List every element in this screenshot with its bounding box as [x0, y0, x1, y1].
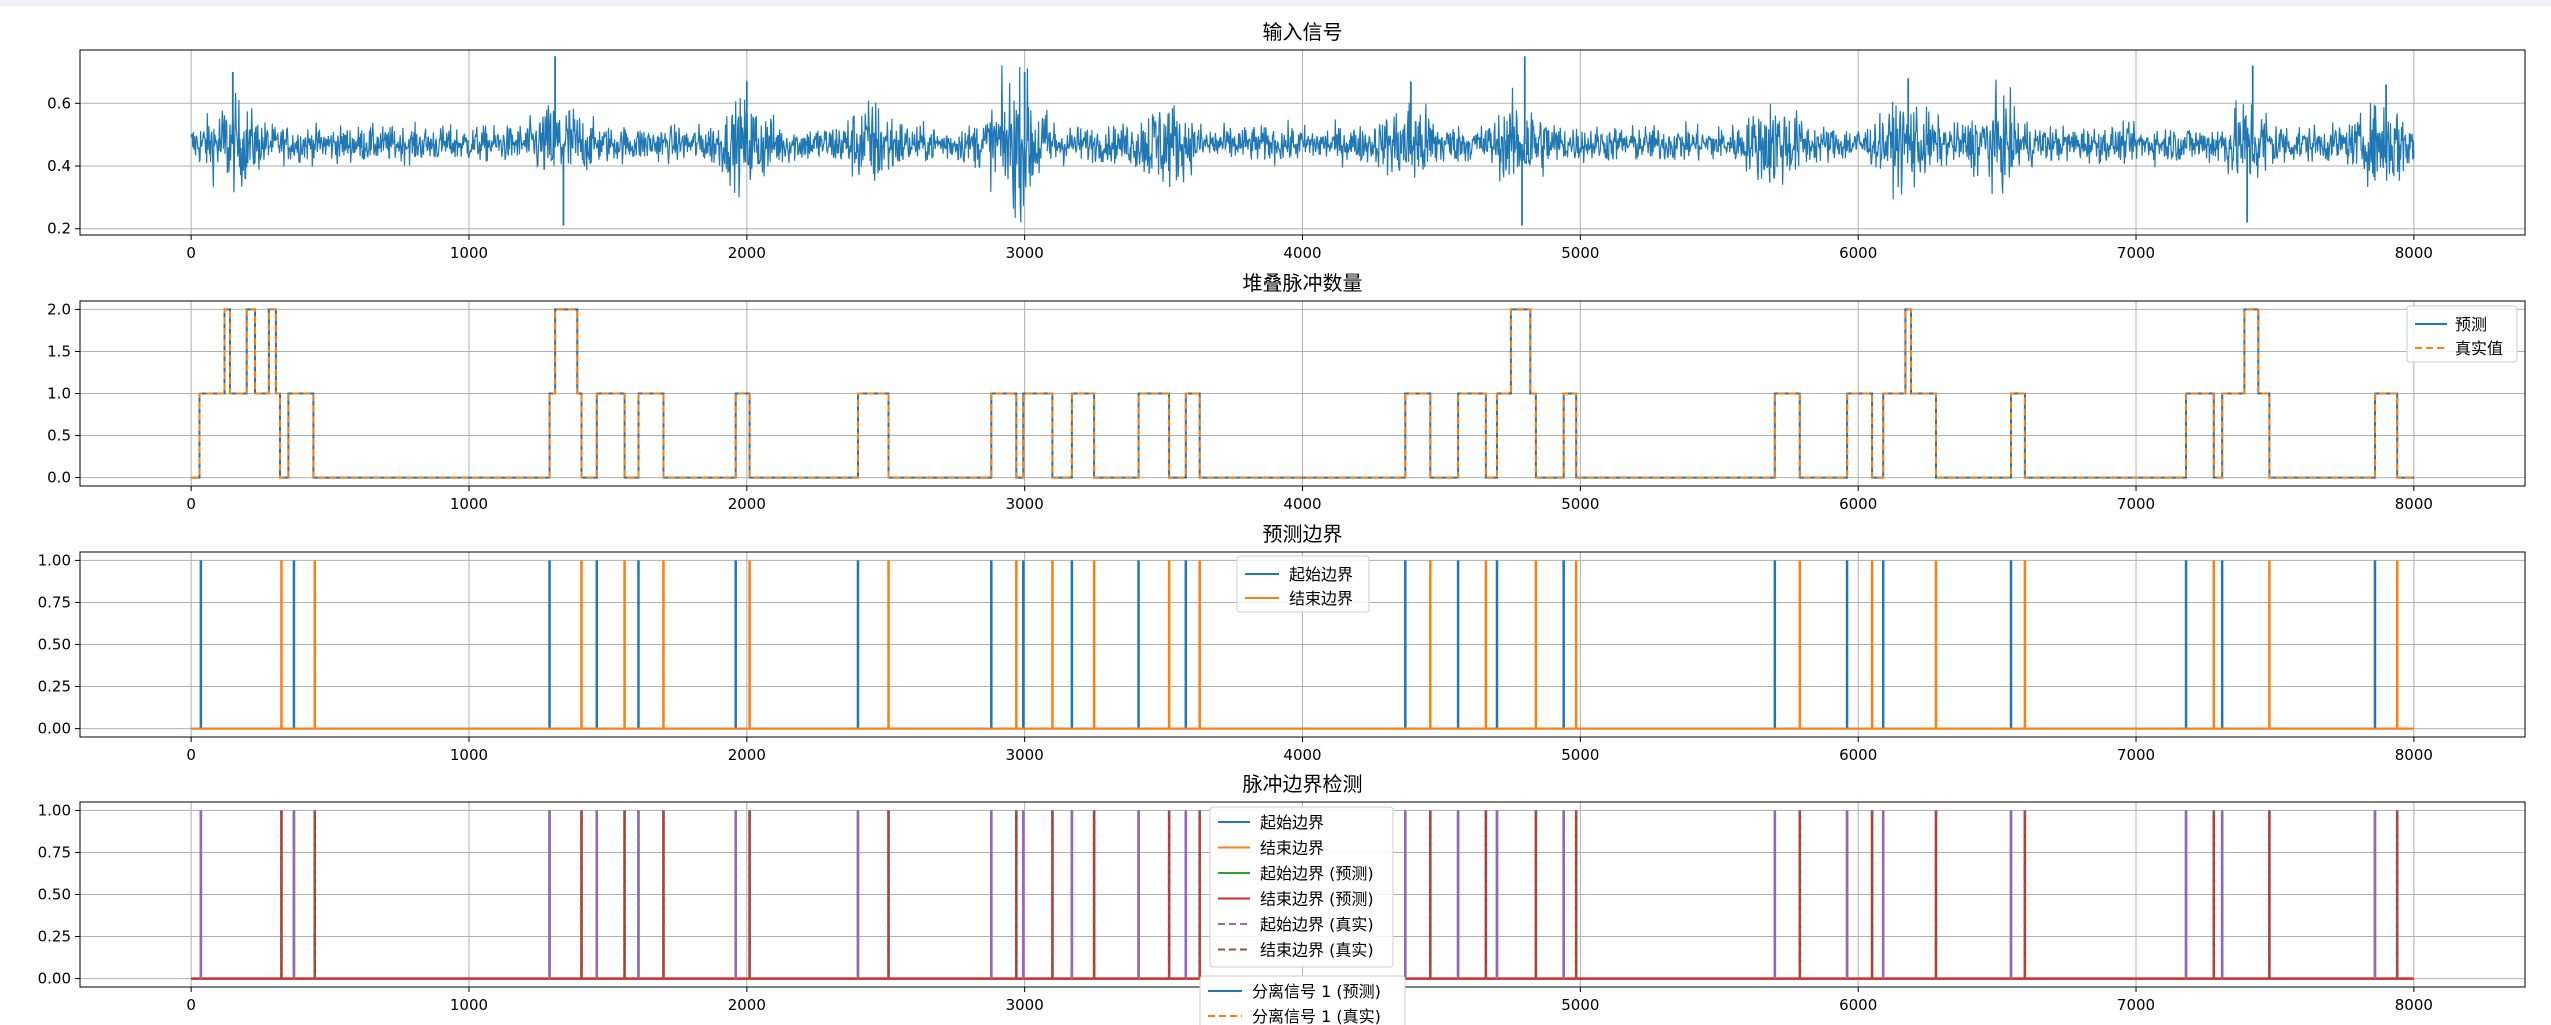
- y-tick-label: 0.00: [38, 970, 71, 988]
- panel-3: 0 1000 2000 3000 4000 5000 6000 7000 8000 0.00 0.2…: [38, 522, 2526, 764]
- legend-label: 起始边界 (预测): [1260, 864, 1374, 883]
- y-tick-label: 0.2: [47, 220, 71, 238]
- panel-1: 0 1000 2000 3000 4000 5000 6000 7000 8000 0.2 0.4 0…: [47, 20, 2526, 262]
- y-tick-label: 0.75: [38, 593, 71, 611]
- x-tick-label: 3000: [1006, 495, 1044, 513]
- y-tick-label: 0.25: [38, 928, 71, 946]
- x-tick-label: 4000: [1283, 244, 1321, 262]
- x-tick-label: 8000: [2395, 996, 2433, 1014]
- x-tick-label: 7000: [2117, 495, 2155, 513]
- x-tick-label: 2000: [728, 746, 766, 764]
- x-tick-label: 0: [186, 996, 196, 1014]
- y-tick-label: 1.5: [47, 342, 71, 360]
- x-tick-label: 8000: [2395, 746, 2433, 764]
- x-tick-label: 6000: [1839, 244, 1877, 262]
- x-tick-label: 2000: [728, 244, 766, 262]
- legend-label: 结束边界: [1260, 839, 1324, 858]
- axes-frame: [79, 300, 2526, 487]
- series-line-true: [191, 308, 2414, 479]
- y-tick-label: 1.00: [38, 801, 71, 819]
- x-tick-label: 5000: [1561, 996, 1599, 1014]
- legend-box: [1209, 806, 1394, 968]
- y-tick-label: 1.00: [38, 551, 71, 569]
- x-tick-label: 1000: [450, 746, 488, 764]
- legend-label: 结束边界 (真实): [1260, 941, 1374, 960]
- x-tick-label: 6000: [1839, 495, 1877, 513]
- x-tick-label: 6000: [1839, 996, 1877, 1014]
- x-tick-label: 7000: [2117, 746, 2155, 764]
- legend-label: 分离信号 1 (真实): [1252, 1007, 1381, 1025]
- x-tick-label: 5000: [1561, 244, 1599, 262]
- x-tick-label: 8000: [2395, 495, 2433, 513]
- y-tick-label: 0.25: [38, 678, 71, 696]
- x-tick-label: 2000: [728, 495, 766, 513]
- x-tick-label: 7000: [2117, 996, 2155, 1014]
- y-tick-label: 0.5: [47, 427, 71, 445]
- panel-title: 预测边界: [1263, 522, 1343, 546]
- panel-4: 0100020003000400050006000700080000.000.2…: [38, 772, 2526, 1025]
- signal-line: [190, 65, 2415, 223]
- y-tick-label: 0.0: [47, 469, 71, 487]
- y-tick-label: 1.0: [47, 385, 71, 403]
- y-tick-label: 0.00: [38, 720, 71, 738]
- x-tick-label: 1000: [450, 495, 488, 513]
- x-tick-label: 4000: [1283, 746, 1321, 764]
- overflow-legend-box: [1199, 975, 1406, 1025]
- x-tick-label: 2000: [728, 996, 766, 1014]
- legend-label: 起始边界: [1260, 813, 1324, 832]
- x-tick-label: 0: [186, 746, 196, 764]
- axes-frame: [79, 551, 2526, 738]
- x-tick-label: 3000: [1006, 746, 1044, 764]
- y-tick-label: 2.0: [47, 300, 71, 318]
- x-tick-label: 1000: [450, 996, 488, 1014]
- legend-label: 起始边界: [1289, 565, 1353, 584]
- legend-label: 结束边界 (预测): [1260, 890, 1374, 909]
- x-tick-label: 3000: [1006, 996, 1044, 1014]
- x-tick-label: 8000: [2395, 244, 2433, 262]
- y-tick-label: 0.4: [47, 157, 71, 175]
- x-tick-label: 1000: [450, 244, 488, 262]
- panel-title: 输入信号: [1263, 20, 1343, 44]
- panel-title: 脉冲边界检测: [1243, 772, 1363, 796]
- y-tick-label: 0.50: [38, 886, 71, 904]
- x-tick-label: 4000: [1283, 495, 1321, 513]
- window-top-bar: [0, 0, 2551, 6]
- x-tick-label: 0: [186, 495, 196, 513]
- x-tick-label: 3000: [1006, 244, 1044, 262]
- x-tick-label: 0: [186, 244, 196, 262]
- legend-label: 分离信号 1 (预测): [1252, 982, 1381, 1001]
- axes-frame: [79, 49, 2526, 236]
- legend-label: 预测: [2455, 315, 2487, 334]
- legend-box: [2406, 305, 2518, 363]
- panel-2: 0 1000 2000 3000 4000 5000 6000 7000 8000 0.0 0.5 1…: [47, 271, 2526, 513]
- y-tick-label: 0.6: [47, 94, 71, 112]
- y-tick-label: 0.50: [38, 636, 71, 654]
- legend-label: 真实值: [2455, 339, 2503, 358]
- legend-label: 结束边界: [1289, 589, 1353, 608]
- y-tick-label: 0.75: [38, 843, 71, 861]
- legend-label: 起始边界 (真实): [1260, 915, 1374, 934]
- panel-title: 堆叠脉冲数量: [1243, 271, 1363, 295]
- x-tick-label: 7000: [2117, 244, 2155, 262]
- x-tick-label: 6000: [1839, 746, 1877, 764]
- x-tick-label: 5000: [1561, 495, 1599, 513]
- x-tick-label: 5000: [1561, 746, 1599, 764]
